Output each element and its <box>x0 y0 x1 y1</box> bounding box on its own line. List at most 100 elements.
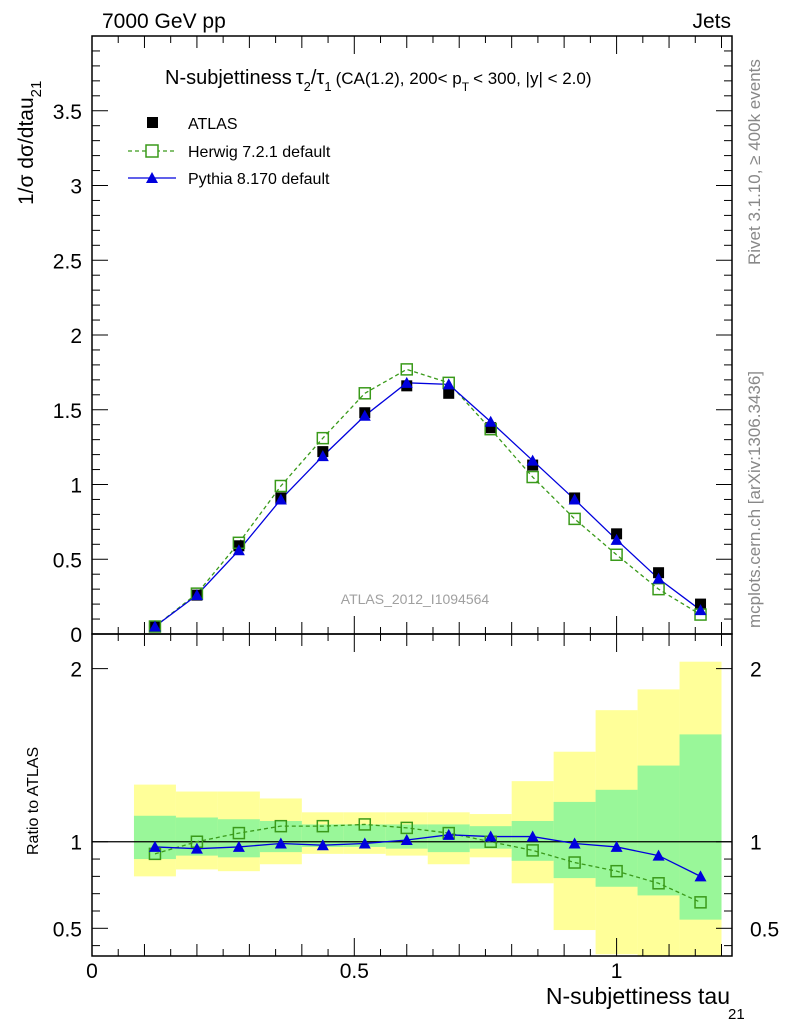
pythia-point <box>526 454 539 466</box>
pythia-point <box>694 604 707 616</box>
plot-title: N-subjettiness τ2/τ1 (CA(1.2), 200< pT < 30… <box>165 67 592 94</box>
ratio-pythia-point <box>526 830 539 842</box>
legend-item-herwig: Herwig 7.2.1 default <box>128 144 331 161</box>
ratio-pythia-point <box>232 840 245 852</box>
ratio-uncertainty-bands <box>133 661 722 956</box>
pythia-point <box>610 533 623 545</box>
ratio-y-tick-label: 0.5 <box>53 918 82 941</box>
pythia-point <box>148 620 161 632</box>
pythia-point <box>190 589 203 601</box>
ratio-y-axis-label: Ratio to ATLAS <box>25 747 42 855</box>
ratio-y-tick-label: 1 <box>70 832 82 855</box>
ratio-y-tick-label-right: 0.5 <box>750 918 779 941</box>
x-axis-label-subscript: 21 <box>728 1006 745 1023</box>
main-y-tick-label: 1.5 <box>53 400 82 423</box>
pythia-point <box>400 376 413 388</box>
legend-label-atlas: ATLAS <box>188 116 238 133</box>
ratio-herwig-point <box>358 818 372 831</box>
ratio-pythia-point <box>358 837 371 849</box>
legend-label-pythia: Pythia 8.170 default <box>188 171 330 188</box>
ratio-herwig-point <box>274 819 288 833</box>
legend-item-pythia: Pythia 8.170 default <box>128 171 330 188</box>
rivet-version-label: Rivet 3.1.10, ≥ 400k events <box>745 59 764 265</box>
pythia-point <box>442 378 455 390</box>
main-y-tick-label: 0 <box>70 624 82 647</box>
pythia-point <box>316 450 329 462</box>
ratio-frame <box>91 633 733 957</box>
main-y-axis-label: 1/σ dσ/dtau21 <box>15 81 45 205</box>
ratio-pythia-line <box>154 834 701 877</box>
ratio-pythia-point <box>442 828 455 840</box>
ratio-data <box>148 818 707 909</box>
ratio-pythia-point <box>694 870 707 882</box>
ratio-herwig-point <box>652 877 665 890</box>
ratio-pythia-point <box>652 849 665 861</box>
ratio-herwig-point <box>694 896 707 909</box>
pythia-point <box>232 544 245 556</box>
pythia-point <box>652 572 665 584</box>
ratio-band-inner <box>637 765 680 896</box>
legend-marker-atlas <box>147 117 158 128</box>
ratio-pythia-point <box>148 840 161 852</box>
herwig-point <box>358 387 372 400</box>
ratio-panel: 0.5 0.5 1 1 2 2 Ratio to ATLAS N-subjettiness… <box>25 633 779 1023</box>
main-y-tick-label: 2.5 <box>53 250 82 273</box>
header-right: Jets <box>692 10 731 33</box>
legend-marker-pythia <box>146 172 158 183</box>
main-panel: 0 0.5 1 1.5 2 2.5 3 3.5 N-subjettiness τ2/τ1 (CA(… <box>15 35 733 647</box>
ratio-herwig-point <box>232 826 246 840</box>
ratio-band-inner <box>595 789 638 887</box>
mcplots-reference-label: mcplots.cern.ch [arXiv:1306.3436] <box>745 371 764 628</box>
analysis-id-annotation: ATLAS_2012_I1094564 <box>341 591 490 607</box>
legend-label-herwig: Herwig 7.2.1 default <box>188 144 331 161</box>
ratio-herwig-point <box>610 864 623 878</box>
main-y-tick-label: 1 <box>70 475 82 498</box>
ratio-pythia-point <box>400 834 413 846</box>
legend-marker-herwig <box>145 144 159 158</box>
ratio-herwig-point <box>568 856 581 869</box>
ratio-y-tick-label: 2 <box>70 659 82 682</box>
ratio-pythia-point <box>568 837 581 849</box>
x-tick-label: 1 <box>611 960 623 983</box>
herwig-point <box>316 431 330 445</box>
ratio-pythia-point <box>316 839 329 851</box>
main-y-tick-label: 2 <box>70 325 82 348</box>
ratio-y-tick-label-right: 2 <box>750 659 762 682</box>
herwig-point <box>400 363 414 376</box>
herwig-line <box>154 368 701 628</box>
legend: ATLAS Herwig 7.2.1 default Pythia 8.170 … <box>128 116 331 188</box>
x-tick-label: 0.5 <box>340 960 369 983</box>
atlas-point <box>485 422 497 434</box>
herwig-point <box>274 479 288 493</box>
pythia-point <box>358 409 371 421</box>
pythia-point <box>484 415 497 427</box>
ratio-y-tick-label-right: 1 <box>750 832 762 855</box>
main-y-tick-label: 3 <box>70 176 82 199</box>
atlas-point <box>443 387 455 399</box>
herwig-point <box>526 470 539 484</box>
ratio-herwig-point <box>400 821 414 835</box>
ratio-pythia-point <box>610 840 623 852</box>
main-y-tick-label: 0.5 <box>53 549 82 572</box>
herwig-point <box>610 548 623 562</box>
main-ticks: 0 0.5 1 1.5 2 2.5 3 3.5 <box>53 35 732 647</box>
header-left: 7000 GeV pp <box>102 10 226 33</box>
ratio-herwig-line <box>154 823 701 903</box>
x-tick-labels: 0 0.5 1 <box>86 960 622 983</box>
ratio-pythia-point <box>484 830 497 842</box>
ratio-pythia-point <box>190 842 203 854</box>
legend-item-atlas: ATLAS <box>147 116 238 133</box>
pythia-point <box>568 493 581 505</box>
main-data <box>148 363 707 633</box>
ratio-herwig-point <box>526 844 539 857</box>
x-axis-label: N-subjettiness tau <box>546 983 730 1009</box>
herwig-point <box>568 512 581 526</box>
x-tick-label: 0 <box>86 960 98 983</box>
ratio-band-inner <box>679 734 722 920</box>
pythia-line <box>154 382 701 628</box>
main-y-tick-label: 3.5 <box>53 101 82 124</box>
ratio-herwig-point <box>316 819 330 833</box>
ratio-pythia-point <box>274 837 287 849</box>
ratio-band-inner <box>133 815 176 860</box>
